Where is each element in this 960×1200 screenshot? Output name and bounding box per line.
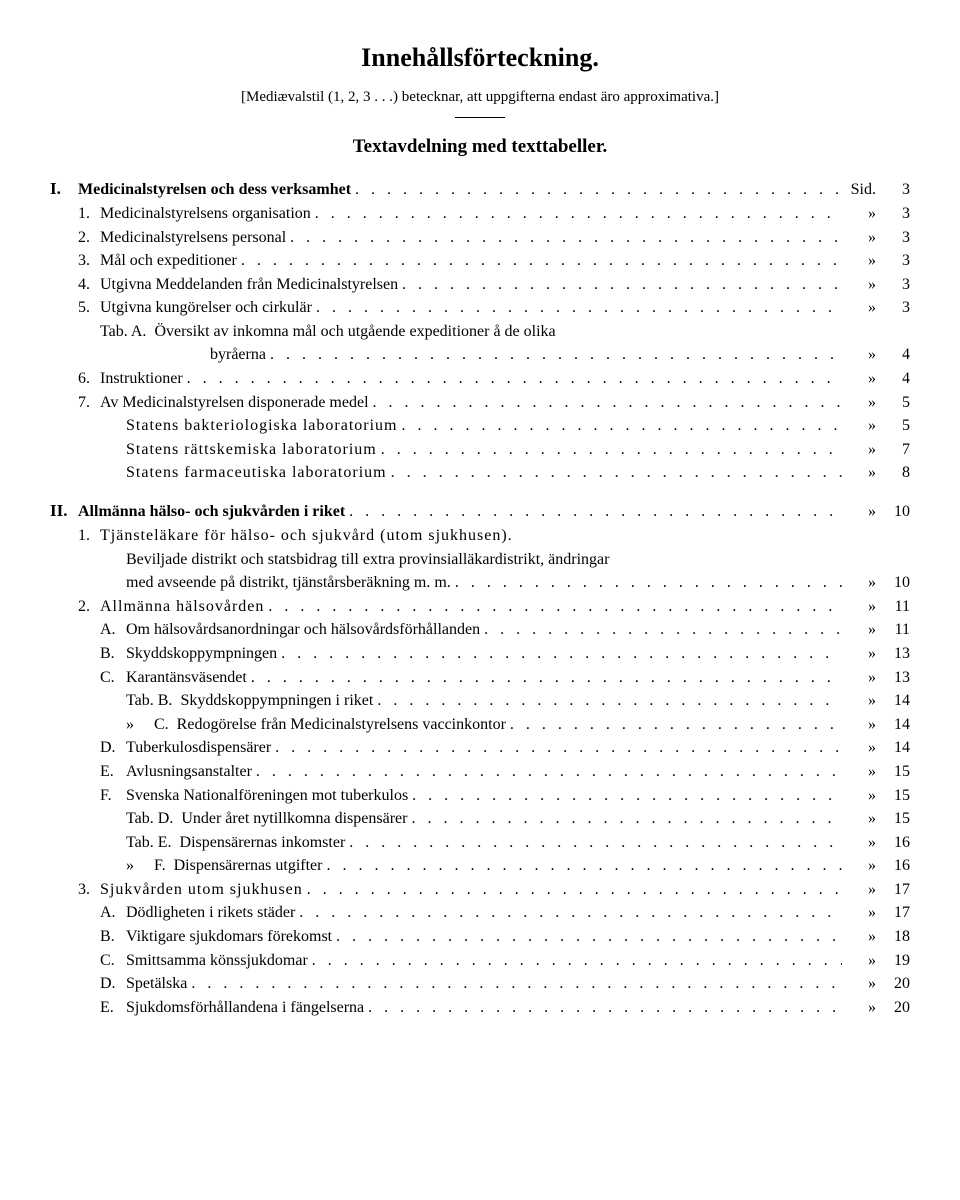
toc-section-2: II. Allmänna hälso- och sjukvården i rik… bbox=[50, 500, 910, 523]
roman-numeral: I. bbox=[50, 178, 78, 201]
section-title: Medicinalstyrelsen och dess verksamhet bbox=[78, 179, 351, 201]
tab-text: Översikt av inkomna mål och utgående exp… bbox=[154, 323, 555, 340]
toc-subitem: E. Sjukdomsförhållandena i fängelserna »… bbox=[50, 997, 910, 1019]
toc-section-1: I. Medicinalstyrelsen och dess verksamhe… bbox=[50, 178, 910, 201]
toc-subitem: D. Spetälska » 20 bbox=[50, 973, 910, 995]
toc-item-cont: med avseende på distrikt, tjänstårsberäk… bbox=[50, 572, 910, 594]
page-title: Innehållsförteckning. bbox=[50, 40, 910, 75]
page-number: 3 bbox=[876, 203, 910, 225]
toc-tab: Tab. E. Dispensärernas inkomster » 16 bbox=[50, 832, 910, 854]
toc-tab-a: Tab. A. Översikt av inkomna mål och utgå… bbox=[50, 321, 910, 343]
leaders bbox=[351, 179, 842, 201]
divider bbox=[455, 117, 505, 118]
toc-item: 1. Medicinalstyrelsens organisation » 3 bbox=[50, 203, 910, 225]
toc-tab: Tab. B. Skyddskoppympningen i riket » 14 bbox=[50, 690, 910, 712]
section-heading: Textavdelning med texttabeller. bbox=[50, 134, 910, 160]
toc-subitem: Statens farmaceutiska laboratorium » 8 bbox=[50, 462, 910, 484]
roman-numeral: II. bbox=[50, 500, 78, 523]
toc-tab-a-cont: byråerna » 4 bbox=[50, 344, 910, 366]
tab-lead: Tab. A. bbox=[100, 323, 146, 340]
toc-subitem: F. Svenska Nationalföreningen mot tuberk… bbox=[50, 785, 910, 807]
toc-item: 1. Tjänsteläkare för hälso- och sjukvård… bbox=[50, 525, 910, 547]
toc-subitem: Statens rättskemiska laboratorium » 7 bbox=[50, 439, 910, 461]
toc-item: 6. Instruktioner » 4 bbox=[50, 368, 910, 390]
page-number: 3 bbox=[876, 179, 910, 201]
sid-label: Sid. bbox=[842, 179, 876, 201]
item-text: Medicinalstyrelsens organisation bbox=[100, 203, 311, 225]
toc-item-cont: Beviljade distrikt och statsbidrag till … bbox=[50, 549, 910, 571]
toc-subitem: A. Dödligheten i rikets städer » 17 bbox=[50, 902, 910, 924]
toc-tab: » C. Redogörelse från Medicinalstyrelsen… bbox=[50, 714, 910, 736]
page-number: 10 bbox=[876, 501, 910, 523]
toc-subitem: D. Tuberkulosdispensärer » 14 bbox=[50, 737, 910, 759]
toc-subitem: A. Om hälsovårdsanordningar och hälsovår… bbox=[50, 619, 910, 641]
toc-item: 4. Utgivna Meddelanden från Medicinalsty… bbox=[50, 274, 910, 296]
subtitle: [Mediævalstil (1, 2, 3 . . .) betecknar,… bbox=[50, 87, 910, 107]
toc-item: 3. Mål och expeditioner » 3 bbox=[50, 250, 910, 272]
toc-item: 2. Allmänna hälsovården » 11 bbox=[50, 596, 910, 618]
toc-subitem: Statens bakteriologiska laboratorium » 5 bbox=[50, 415, 910, 437]
toc-subitem: C. Karantänsväsendet » 13 bbox=[50, 667, 910, 689]
toc-item: 7. Av Medicinalstyrelsen disponerade med… bbox=[50, 392, 910, 414]
toc-subitem: E. Avlusningsanstalter » 15 bbox=[50, 761, 910, 783]
item-number: 1. bbox=[78, 203, 100, 225]
toc-item: 3. Sjukvården utom sjukhusen » 17 bbox=[50, 879, 910, 901]
toc-item: 2. Medicinalstyrelsens personal » 3 bbox=[50, 227, 910, 249]
toc-item: 5. Utgivna kungörelser och cirkulär » 3 bbox=[50, 297, 910, 319]
toc-subitem: C. Smittsamma könssjukdomar » 19 bbox=[50, 950, 910, 972]
toc-subitem: B. Skyddskoppympningen » 13 bbox=[50, 643, 910, 665]
toc-subitem: B. Viktigare sjukdomars förekomst » 18 bbox=[50, 926, 910, 948]
toc-tab: » F. Dispensärernas utgifter » 16 bbox=[50, 855, 910, 877]
toc-tab: Tab. D. Under året nytillkomna dispensär… bbox=[50, 808, 910, 830]
ditto: » bbox=[842, 203, 876, 225]
section-title: Allmänna hälso- och sjukvården i riket bbox=[78, 501, 345, 523]
